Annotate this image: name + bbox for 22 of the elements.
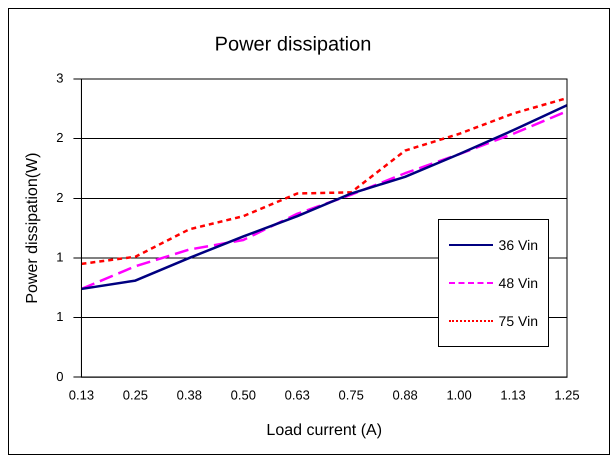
legend-label: 36 Vin: [498, 237, 538, 253]
x-tick-label: 0.75: [338, 388, 364, 403]
y-tick-label: 2: [56, 190, 64, 205]
chart-title: Power dissipation: [214, 34, 372, 56]
x-tick-label: 0.38: [176, 388, 202, 403]
x-tick-label: 0.25: [122, 388, 148, 403]
x-tick-label: 0.50: [230, 388, 256, 403]
y-tick-label: 3: [56, 70, 64, 86]
y-tick-label: 1: [56, 250, 64, 264]
x-tick-label: 0.63: [284, 388, 310, 403]
y-tick-label: 0: [56, 368, 64, 384]
legend-label: 48 Vin: [498, 275, 538, 291]
y-tick-label: 1: [56, 309, 64, 324]
x-tick-label: 1.00: [446, 388, 472, 403]
y-tick-label: 2: [56, 130, 64, 146]
y-axis-title: Power dissipation(W): [24, 152, 42, 304]
x-axis-title: Load current (A): [266, 422, 382, 439]
legend-label: 75 Vin: [498, 313, 538, 329]
x-tick-label: 0.88: [392, 388, 418, 403]
x-tick-label: 1.25: [554, 388, 580, 403]
x-tick-label: 1.13: [500, 388, 526, 403]
x-tick-label: 0.13: [68, 388, 94, 403]
